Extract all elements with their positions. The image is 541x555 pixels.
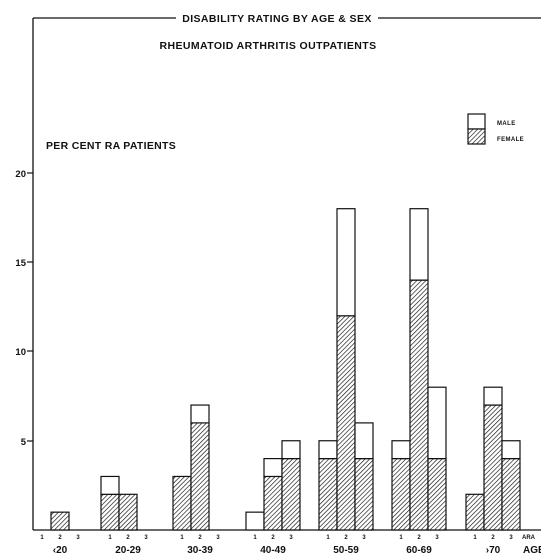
y-tick-label: 5 [21,437,27,448]
bar-female [318,458,338,531]
x-subtick-label: 2 [271,535,275,541]
x-subtick-label: 1 [473,535,477,541]
y-tick-label: 20 [15,169,26,180]
y-axis-label: PER CENT RA PATIENTS [46,140,176,152]
x-group-label: 40-49 [260,545,286,555]
bar-male [263,458,283,478]
bar-male [354,422,374,460]
bars [50,208,521,531]
x-group-label: 30-39 [187,545,213,555]
x-subtick-label: 1 [399,535,403,541]
x-subtick-label: 1 [180,535,184,541]
x-group-label: ‹20 [53,545,68,555]
y-tick-label: 15 [15,258,26,269]
bar-female [354,458,374,531]
y-tick-label: 10 [15,347,26,358]
legend: MALE FEMALE [467,113,524,145]
legend-swatch-male [467,113,486,130]
legend-label-female: FEMALE [497,137,524,143]
x-subtick-label: 3 [509,535,513,541]
bar-female [190,422,210,531]
x-subtick-label: 2 [491,535,495,541]
bar-male [281,440,301,460]
ara-axis-label: ARA [522,535,536,541]
y-ticks: 5 10 15 20 [15,169,33,448]
bar-female [391,458,411,531]
x-axis-label: AGE [523,545,541,555]
x-subtick-label: 3 [435,535,439,541]
x-subtick-label: 1 [253,535,257,541]
bar-female [427,458,447,531]
x-subtick-label: 1 [40,535,44,541]
x-subtick-label: 3 [76,535,80,541]
bar-male [190,404,210,424]
x-labels: 1 2 3‹201 2 320-291 2 330-391 2 340-491 2 350-591 2… [40,535,513,555]
bar-male [501,440,521,460]
legend-swatch-female [467,128,486,145]
bar-female [501,458,521,531]
x-group-label: ›70 [486,545,501,555]
bar-female [50,511,70,531]
bar-male [336,208,356,317]
x-group-label: 60-69 [406,545,432,555]
x-group-label: 50-59 [333,545,359,555]
bar-female [118,493,138,531]
x-subtick-label: 1 [326,535,330,541]
x-subtick-label: 3 [144,535,148,541]
bar-male [318,440,338,460]
bar-male [100,475,120,495]
x-group-label: 20-29 [115,545,141,555]
chart-subtitle: RHEUMATOID ARTHRITIS OUTPATIENTS [160,40,377,52]
bar-female [263,475,283,531]
bar-male [483,386,503,406]
bar-male [245,511,265,531]
bar-female [281,458,301,531]
bar-female [483,404,503,531]
legend-label-male: MALE [497,121,516,127]
x-subtick-label: 3 [362,535,366,541]
bar-female [409,279,429,531]
x-subtick-label: 2 [58,535,62,541]
bar-female [465,493,485,531]
bar-male [427,386,447,460]
chart-title: DISABILITY RATING BY AGE & SEX [182,13,372,25]
bar-female [172,475,192,531]
bar-male [391,440,411,460]
bar-female [336,315,356,531]
x-subtick-label: 2 [417,535,421,541]
bar-female [100,493,120,531]
bar-male [409,208,429,281]
x-subtick-label: 2 [344,535,348,541]
x-subtick-label: 2 [198,535,202,541]
x-subtick-label: 2 [126,535,130,541]
x-subtick-label: 3 [216,535,220,541]
x-subtick-label: 3 [289,535,293,541]
x-subtick-label: 1 [108,535,112,541]
